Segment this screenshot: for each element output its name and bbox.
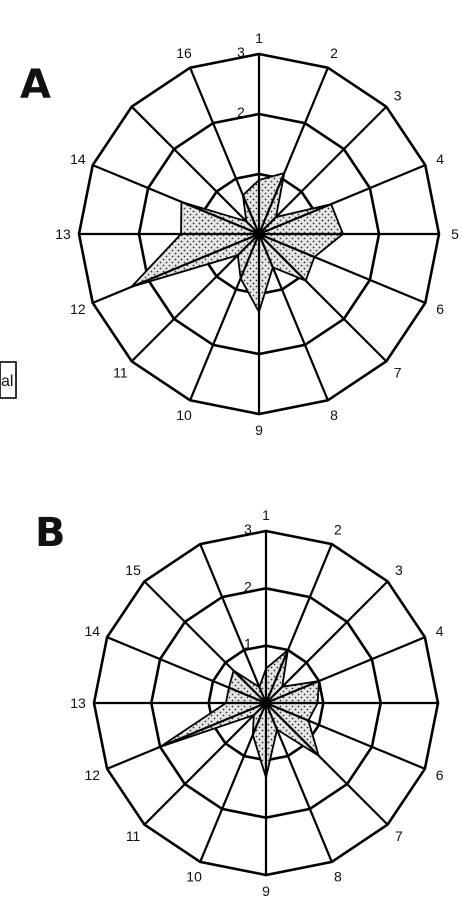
spoke-label-11: 11 [126, 828, 141, 844]
ring-label-2: 2 [244, 578, 252, 594]
spoke-label-8: 8 [334, 869, 342, 885]
spoke-16 [189, 67, 261, 235]
spoke-label-2: 2 [334, 521, 342, 537]
spoke-label-7: 7 [395, 828, 403, 844]
spoke-label-7: 7 [394, 365, 402, 381]
ring-label-1: 1 [244, 636, 252, 652]
spoke-label-15: 15 [125, 562, 141, 578]
spoke-15 [143, 580, 267, 704]
spoke-label-5: 5 [451, 226, 459, 242]
spoke-7 [258, 233, 388, 363]
spoke-14 [106, 636, 267, 705]
spoke-12 [106, 701, 267, 770]
spoke-6 [258, 232, 426, 304]
ring-label-2: 2 [237, 104, 245, 120]
spoke-label-16: 16 [176, 45, 192, 61]
center-hub [261, 698, 271, 708]
spoke-label-2: 2 [330, 45, 338, 61]
spoke-label-9: 9 [262, 883, 270, 899]
spoke-2 [257, 67, 329, 235]
spoke-label-4: 4 [436, 151, 444, 167]
spoke-8 [264, 702, 333, 863]
spoke-6 [265, 701, 426, 770]
ring-label-3: 3 [244, 521, 252, 537]
spoke-label-13: 13 [70, 695, 86, 711]
ring-label-3: 3 [237, 44, 245, 60]
spoke-label-12: 12 [70, 301, 86, 317]
spoke-11 [143, 702, 267, 826]
spoke-3 [265, 580, 389, 704]
spoke-label-3: 3 [395, 562, 403, 578]
center-hub [254, 229, 264, 239]
spoke-label-4: 4 [436, 623, 444, 639]
spoke-4 [258, 164, 426, 236]
spoke-label-12: 12 [85, 767, 101, 783]
spoke-11 [130, 233, 260, 363]
side-label-box: al [0, 361, 17, 399]
spoke-label-3: 3 [394, 87, 402, 103]
spoke-label-10: 10 [186, 869, 202, 885]
spoke-label-9: 9 [255, 422, 263, 438]
spoke-10 [189, 233, 261, 401]
spoke-12 [92, 232, 260, 304]
spoke-label-6: 6 [436, 767, 444, 783]
spoke-label-1: 1 [255, 30, 263, 46]
spoke-14 [92, 164, 260, 236]
spoke-10 [199, 702, 268, 863]
spoke-label-10: 10 [176, 407, 192, 423]
panel-b-letter: B [35, 510, 66, 556]
spoke-8 [257, 233, 329, 401]
spoke-label-13: 13 [55, 226, 71, 242]
spoke-2 [264, 543, 333, 704]
spoke-label-14: 14 [85, 623, 101, 639]
spoke-3 [258, 105, 388, 235]
spoke-16 [199, 543, 268, 704]
side-label-text: al [1, 373, 13, 390]
spoke-label-6: 6 [436, 301, 444, 317]
spoke-label-14: 14 [70, 151, 86, 167]
spoke-label-1: 1 [262, 507, 270, 523]
spoke-label-8: 8 [330, 407, 338, 423]
spoke-label-11: 11 [113, 365, 128, 381]
panel-a-letter: A [20, 62, 51, 108]
spoke-4 [265, 636, 426, 705]
spoke-7 [265, 702, 389, 826]
spoke-15 [130, 105, 260, 235]
